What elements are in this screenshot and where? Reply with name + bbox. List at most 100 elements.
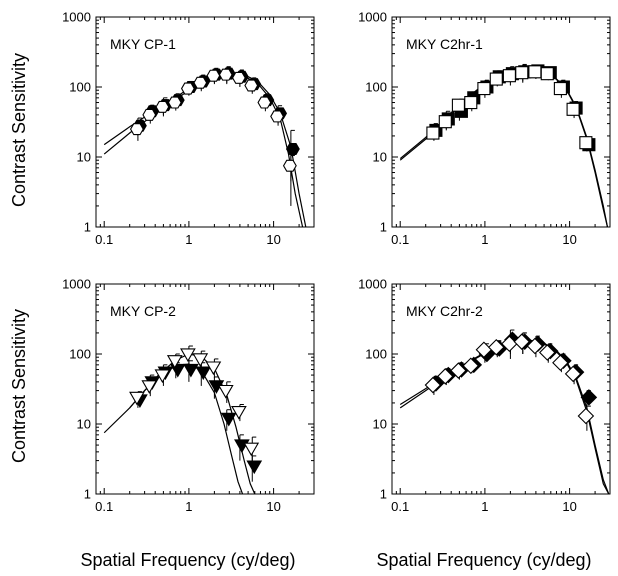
y-tick-label: 100 [69,347,91,362]
data-point [166,355,183,369]
panel-title: MKY CP-2 [110,303,176,319]
data-point [231,71,246,84]
plot-frame [95,16,315,228]
data-point [526,337,544,355]
y-tick-label: 100 [365,80,387,95]
y-tick-label: 1000 [358,10,387,25]
data-point [538,344,556,361]
y-tick-label: 100 [365,347,387,362]
data-point [243,442,260,457]
y-tick-label: 100 [69,80,91,95]
data-point [437,368,454,385]
data-point [487,338,505,356]
data-point [464,95,478,110]
x-tick-label: 10 [266,499,280,514]
series-2 [129,66,297,182]
data-point [257,96,272,109]
y-tick-label: 1000 [62,10,91,25]
x-tick-label: 0.1 [391,232,409,247]
y-tick-label: 10 [373,150,387,165]
data-point [218,68,233,81]
data-point [513,333,531,350]
data-point [244,79,259,92]
data-point [424,376,442,394]
data-point [129,123,144,136]
x-tick-label: 1 [185,232,192,247]
data-point [154,369,171,384]
x-tick-label: 1 [185,499,192,514]
data-point [183,363,199,378]
panel-2: 1 10 100 1000 0.1 1 10 MKY C2hr-1 [358,10,611,247]
y-tick-label: 1 [380,487,387,502]
data-point [552,354,569,372]
data-point [195,366,212,381]
fit-curve-1 [103,72,307,227]
y-axis-title-top: Contrast Sensitivity [9,53,29,207]
panel-1: 1 10 100 1000 0.1 1 10 MKY CP-1 [62,10,315,247]
fit-curve-2 [399,68,609,227]
x-tick-label: 0.1 [95,232,113,247]
data-point [438,115,452,129]
data-point [553,82,567,96]
y-tick-label: 10 [373,417,387,432]
y-tick-label: 10 [77,150,91,165]
data-point [205,361,222,376]
data-point [528,65,542,79]
data-point [193,76,208,89]
x-tick-label: 10 [266,232,280,247]
x-axis-title-left: Spatial Frequency (cy/deg) [80,550,295,570]
data-point [564,365,582,383]
x-tick-label: 10 [562,499,576,514]
panel-title: MKY CP-1 [110,36,176,52]
data-point [220,412,237,427]
data-point [217,384,234,399]
data-point [285,143,300,156]
y-tick-label: 1 [380,220,387,235]
x-tick-label: 10 [562,232,576,247]
fit-curve-2 [399,339,610,494]
data-point [167,96,182,109]
y-tick-label: 1000 [358,277,387,292]
fit-curve-1 [399,68,609,227]
x-tick-label: 1 [481,232,488,247]
y-axis-title-bottom: Contrast Sensitivity [9,309,29,463]
data-point [450,362,467,379]
data-point [502,69,516,83]
data-point [192,353,209,367]
panel-title: MKY C2hr-1 [406,36,483,52]
panel-4: 1 10 100 1000 0.1 1 10 MKY C2hr-2 [358,277,611,514]
data-point [579,136,593,150]
y-tick-label: 1 [84,220,91,235]
series-2 [129,345,260,467]
x-axis-title-right: Spatial Frequency (cy/deg) [376,550,591,570]
series-1 [132,66,300,206]
data-point [270,110,285,123]
fit-curve-2 [103,73,304,227]
data-point [580,389,598,406]
curves [399,68,609,227]
data-point [477,82,491,96]
y-tick-label: 1 [84,487,91,502]
data-point [155,100,170,113]
plot-frame [95,283,315,495]
panel-title: MKY C2hr-2 [406,303,483,319]
data-point [141,380,158,394]
series-2 [424,332,595,431]
data-point [169,363,186,378]
data-point [180,82,195,95]
data-point [451,98,465,112]
curves [103,72,307,227]
y-tick-label: 1000 [62,277,91,292]
x-tick-label: 0.1 [391,499,409,514]
data-point [246,460,263,475]
data-point [489,72,503,86]
panel-3: 1 10 100 1000 0.1 1 10 MKY CP-2 [62,277,315,514]
data-point [462,357,480,375]
data-point [282,159,297,172]
data-point [515,66,529,80]
data-point [231,406,247,420]
data-point [540,67,554,81]
curves [103,353,256,494]
x-tick-label: 1 [481,499,488,514]
